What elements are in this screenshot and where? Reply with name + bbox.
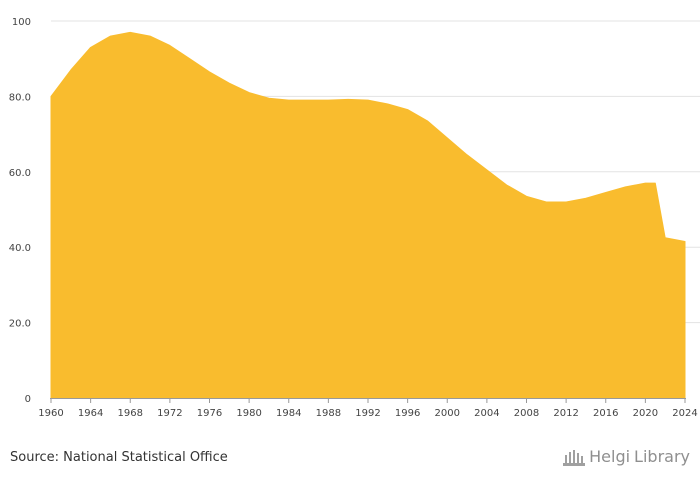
source-note: Source: National Statistical Office xyxy=(10,450,228,465)
x-tick-label: 1964 xyxy=(78,408,103,419)
y-tick-label: 100 xyxy=(12,17,31,28)
x-tick-label: 1968 xyxy=(118,408,143,419)
x-tick-label: 1972 xyxy=(157,408,182,419)
x-tick-label: 1996 xyxy=(395,408,420,419)
x-tick-label: 1988 xyxy=(316,408,341,419)
x-tick-label: 1980 xyxy=(236,408,261,419)
y-tick-label: 20.0 xyxy=(9,319,31,330)
y-tick-label: 40.0 xyxy=(9,243,31,254)
y-tick-label: 60.0 xyxy=(9,168,31,179)
brand-suffix: Library xyxy=(634,447,690,466)
area-chart: 0 20.0 40.0 60.0 80.0 100 1960 1964 1968 1972 197… xyxy=(9,17,700,419)
x-tick-label: 2008 xyxy=(514,408,539,419)
x-tick-label: 1976 xyxy=(197,408,222,419)
y-tick-label: 0 xyxy=(25,394,31,405)
x-tick-label: 2000 xyxy=(435,408,460,419)
area-series xyxy=(50,31,686,399)
x-tick-label: 2020 xyxy=(633,408,658,419)
y-tick-label: 80.0 xyxy=(9,92,31,103)
x-tick-label: 2016 xyxy=(593,408,618,419)
x-tick-label: 1992 xyxy=(355,408,380,419)
x-tick-label: 2024 xyxy=(672,408,697,419)
x-tick-label: 1960 xyxy=(38,408,63,419)
x-tick-label: 2012 xyxy=(553,408,578,419)
x-tick-label: 2004 xyxy=(474,408,499,419)
helgi-library-logo: Helgi Library xyxy=(563,447,690,466)
library-building-icon xyxy=(563,449,586,466)
x-tick-label: 1984 xyxy=(276,408,301,419)
brand-prefix: Helgi xyxy=(589,447,631,466)
